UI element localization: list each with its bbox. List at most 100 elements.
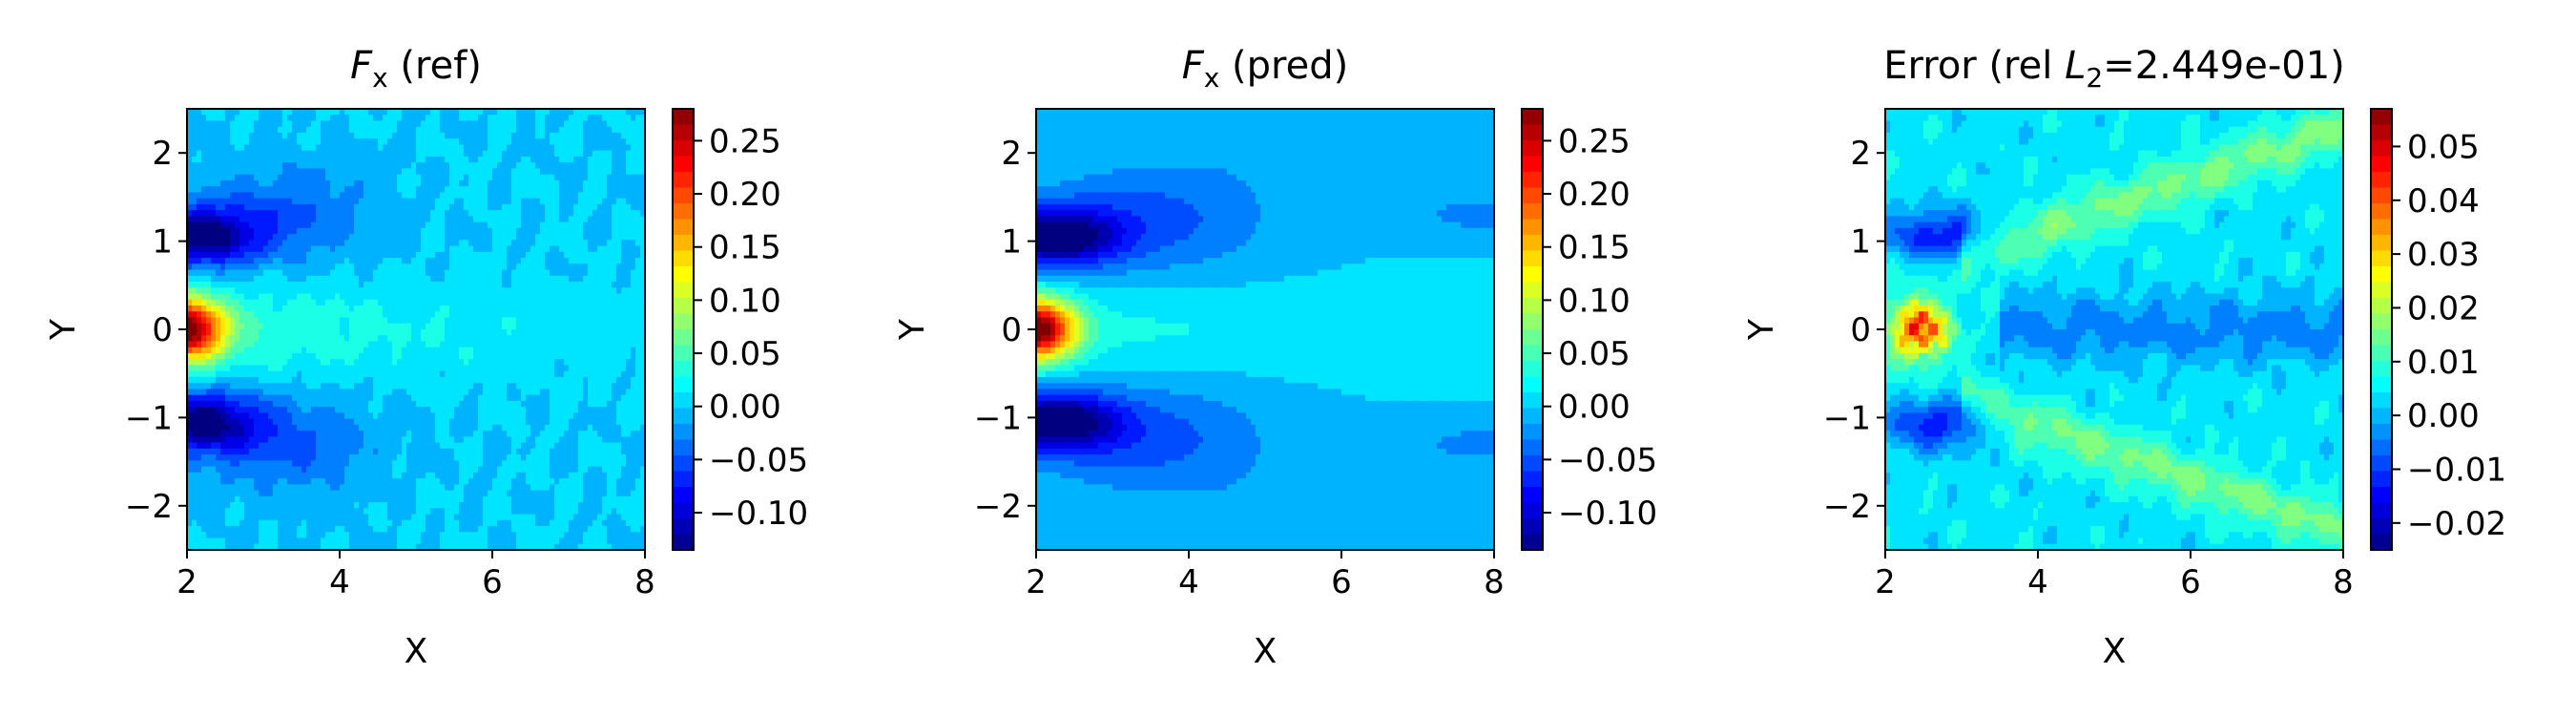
heatmap-cell (588, 222, 593, 229)
heatmap-cell (626, 318, 632, 325)
heatmap-cell (569, 347, 574, 354)
heatmap-cell (631, 186, 636, 193)
heatmap-cell (340, 138, 345, 145)
heatmap-cell (578, 138, 584, 145)
heatmap-cell (435, 341, 441, 347)
heatmap-cell (459, 311, 465, 318)
heatmap-cell (263, 305, 269, 312)
heatmap-cell (554, 234, 560, 241)
heatmap-cell (578, 127, 584, 134)
heatmap-cell (273, 109, 279, 116)
heatmap-cell (373, 305, 379, 312)
heatmap-cell (292, 305, 298, 312)
heatmap-cell (335, 395, 341, 402)
heatmap-cell (192, 162, 197, 169)
heatmap-cell (364, 222, 369, 229)
heatmap-cell (554, 127, 560, 134)
heatmap-cell (521, 192, 527, 199)
heatmap-cell (364, 324, 369, 330)
heatmap-cell (468, 389, 474, 395)
heatmap-cell (554, 353, 560, 360)
heatmap-cell (387, 311, 393, 318)
heatmap-cell (478, 240, 484, 246)
heatmap-cell (492, 341, 498, 347)
heatmap-cell (306, 324, 312, 330)
heatmap-cell (535, 115, 541, 121)
heatmap-cell (344, 162, 350, 169)
heatmap-cell (573, 133, 579, 139)
heatmap-cell (516, 324, 522, 330)
heatmap-cell (325, 204, 331, 211)
heatmap-cell (220, 383, 226, 390)
heatmap-cell (554, 395, 560, 402)
heatmap-cell (588, 186, 593, 193)
heatmap-cell (597, 258, 603, 264)
heatmap-cell (268, 199, 274, 205)
heatmap-cell (383, 359, 388, 366)
heatmap-cell (368, 258, 374, 264)
heatmap-cell (616, 252, 622, 259)
heatmap-cell (354, 329, 360, 336)
heatmap-cell (535, 389, 541, 395)
heatmap-cell (340, 318, 345, 325)
heatmap-cell (402, 204, 407, 211)
heatmap-cell (635, 120, 641, 127)
heatmap-cell (392, 324, 398, 330)
heatmap-cell (516, 359, 522, 366)
heatmap-cell (392, 287, 398, 294)
heatmap-cell (488, 252, 493, 259)
heatmap-cell (626, 186, 632, 193)
heatmap-cell (440, 133, 446, 139)
heatmap-cell (445, 324, 450, 330)
heatmap-cell (621, 168, 627, 175)
heatmap-cell (325, 335, 331, 342)
heatmap-cell (621, 162, 627, 169)
heatmap-cell (426, 157, 431, 163)
heatmap-cell (406, 276, 412, 283)
heatmap-cell (607, 294, 613, 301)
heatmap-cell (330, 234, 336, 241)
heatmap-cell (449, 204, 455, 211)
heatmap-cell (478, 199, 484, 205)
heatmap-cell (502, 127, 508, 134)
heatmap-cell (230, 258, 236, 264)
heatmap-cell (297, 204, 302, 211)
heatmap-cell (411, 412, 417, 419)
heatmap-cell (426, 175, 431, 181)
heatmap-cell (511, 353, 517, 360)
heatmap-cell (316, 300, 322, 306)
heatmap-cell (635, 204, 641, 211)
heatmap-cell (597, 383, 603, 390)
heatmap-cell (325, 324, 331, 330)
heatmap-cell (597, 210, 603, 217)
heatmap-cell (592, 318, 598, 325)
heatmap-cell (440, 210, 446, 217)
heatmap-cell (364, 127, 369, 134)
heatmap-cell (516, 287, 522, 294)
heatmap-cell (287, 377, 293, 384)
heatmap-cell (316, 228, 322, 235)
heatmap-cell (402, 318, 407, 325)
heatmap-cell (411, 377, 417, 384)
heatmap-cell (511, 329, 517, 336)
heatmap-cell (335, 199, 341, 205)
heatmap-cell (492, 138, 498, 145)
heatmap-cell (239, 294, 245, 301)
heatmap-cell (578, 365, 584, 371)
heatmap-cell (430, 258, 436, 264)
heatmap-cell (616, 287, 622, 294)
heatmap-cell (554, 311, 560, 318)
heatmap-cell (559, 168, 565, 175)
heatmap-cell (435, 133, 441, 139)
heatmap-cell (492, 282, 498, 288)
heatmap-cell (559, 151, 565, 158)
heatmap-cell (301, 246, 307, 253)
heatmap-cell (325, 115, 331, 121)
heatmap-cell (359, 180, 364, 187)
heatmap-cell (559, 305, 565, 312)
heatmap-cell (211, 258, 217, 264)
heatmap-cell (273, 228, 279, 235)
heatmap-cell (511, 204, 517, 211)
heatmap-cell (378, 359, 384, 366)
heatmap-cell (263, 192, 269, 199)
